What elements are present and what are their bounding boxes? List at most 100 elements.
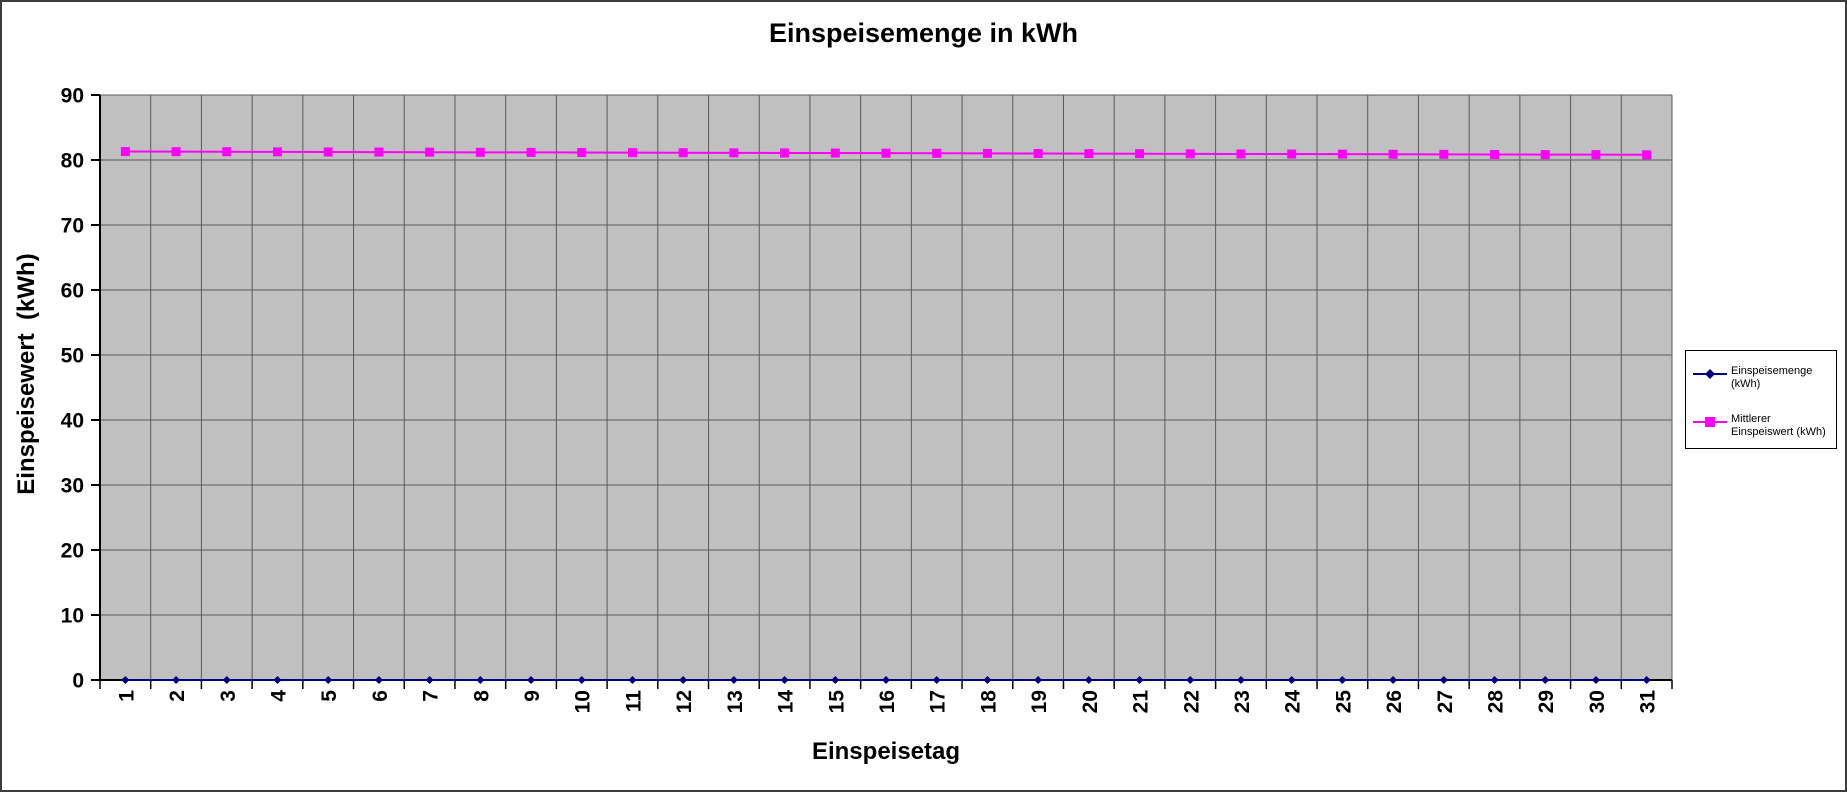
marker-diamond [273,676,282,684]
marker-diamond [882,676,890,684]
marker-square [678,148,688,158]
x-tick-label: 4 [267,690,290,702]
marker-diamond [1186,676,1195,684]
marker-diamond [527,676,536,684]
marker-square [1388,149,1398,159]
x-tick-label: 15 [825,690,848,714]
legend-line-diamond-icon [1693,369,1727,379]
marker-square [171,147,181,157]
x-tick-label: 28 [1485,690,1508,714]
legend-item-mittlerer-einspeiswert: Mittlerer Einspeiswert (kWh) [1692,413,1830,439]
marker-diamond [222,676,231,684]
legend-label: Mittlerer Einspeiswert (kWh) [1731,413,1826,438]
y-tick-label: 60 [61,280,84,303]
marker-diamond [628,676,637,684]
marker-square [932,148,942,158]
x-tick-label: 9 [521,690,544,702]
marker-square [1135,149,1145,159]
marker-square [1033,149,1043,158]
marker-square [780,148,790,158]
x-tick-label: 6 [369,690,392,702]
marker-square [1337,149,1347,159]
y-tick-label: 90 [61,85,84,108]
x-tick-label: 25 [1332,690,1355,714]
y-tick-label: 50 [61,345,84,368]
x-tick-label: 30 [1586,690,1609,713]
x-tick-label: 8 [470,690,493,702]
y-tick-label: 10 [61,605,84,628]
marker-square [1185,149,1195,159]
x-tick-label: 23 [1231,690,1254,713]
plot-background [100,95,1672,680]
marker-square [323,147,333,157]
y-tick-label: 80 [61,150,84,173]
marker-square [1439,149,1449,159]
x-tick-label: 16 [876,690,899,713]
marker-diamond [831,676,840,684]
marker-square [1084,149,1094,159]
marker-square [982,148,992,158]
x-tick-label: 20 [1079,690,1102,713]
marker-diamond [780,676,789,684]
x-tick-label: 1 [115,690,138,702]
marker-square [881,148,891,158]
marker-diamond [1287,676,1296,684]
x-tick-label: 5 [318,690,341,702]
marker-diamond [1034,676,1043,684]
marker-square [120,147,130,157]
y-tick-label: 30 [61,475,84,498]
marker-square [425,147,435,157]
marker-diamond [679,676,688,684]
x-tick-label: 13 [724,690,747,713]
x-tick-label: 24 [1282,690,1305,714]
marker-square [1490,149,1500,159]
marker-diamond [425,676,434,684]
marker-diamond [577,676,586,684]
marker-square [526,147,536,157]
marker-diamond [1135,676,1144,684]
y-tick-label: 0 [72,670,84,693]
marker-diamond [374,676,383,684]
marker-square [1287,149,1297,159]
x-tick-label: 21 [1130,690,1153,714]
marker-diamond [1591,676,1600,684]
x-tick-label: 14 [775,690,798,714]
legend-item-einspeisemenge: Einspeisemenge (kWh) [1692,365,1830,391]
x-tick-label: 26 [1383,690,1406,713]
marker-square [374,147,384,157]
marker-diamond [932,676,941,684]
marker-diamond [1084,676,1093,684]
marker-square [1236,149,1246,159]
marker-diamond [172,676,181,684]
x-tick-label: 22 [1180,690,1203,713]
y-tick-label: 40 [61,410,84,433]
marker-diamond [121,676,130,684]
marker-diamond [324,676,333,684]
x-tick-label: 11 [622,690,645,713]
legend: Einspeisemenge (kWh) Mittlerer Einspeisw… [1685,350,1837,449]
legend-label: Einspeisemenge (kWh) [1731,365,1813,390]
y-tick-label: 20 [61,540,84,563]
marker-diamond [1541,676,1550,684]
marker-square [475,147,485,157]
marker-square [1591,150,1601,160]
x-tick-label: 17 [927,690,950,713]
marker-diamond [729,676,738,684]
marker-diamond [1439,676,1448,684]
chart-title: Einspeisemenge in kWh [768,18,1079,48]
marker-square [729,148,739,158]
marker-diamond [476,676,485,684]
marker-diamond [1642,676,1651,684]
y-tick-label: 70 [61,215,84,238]
marker-diamond [1490,676,1499,684]
x-tick-label: 12 [673,690,696,713]
marker-diamond [1338,676,1347,684]
marker-square [1540,150,1550,160]
x-tick-label: 2 [166,690,189,702]
x-tick-label: 19 [1028,690,1051,713]
marker-square [272,147,282,157]
x-tick-label: 3 [217,690,240,702]
x-tick-label: 27 [1434,690,1457,713]
